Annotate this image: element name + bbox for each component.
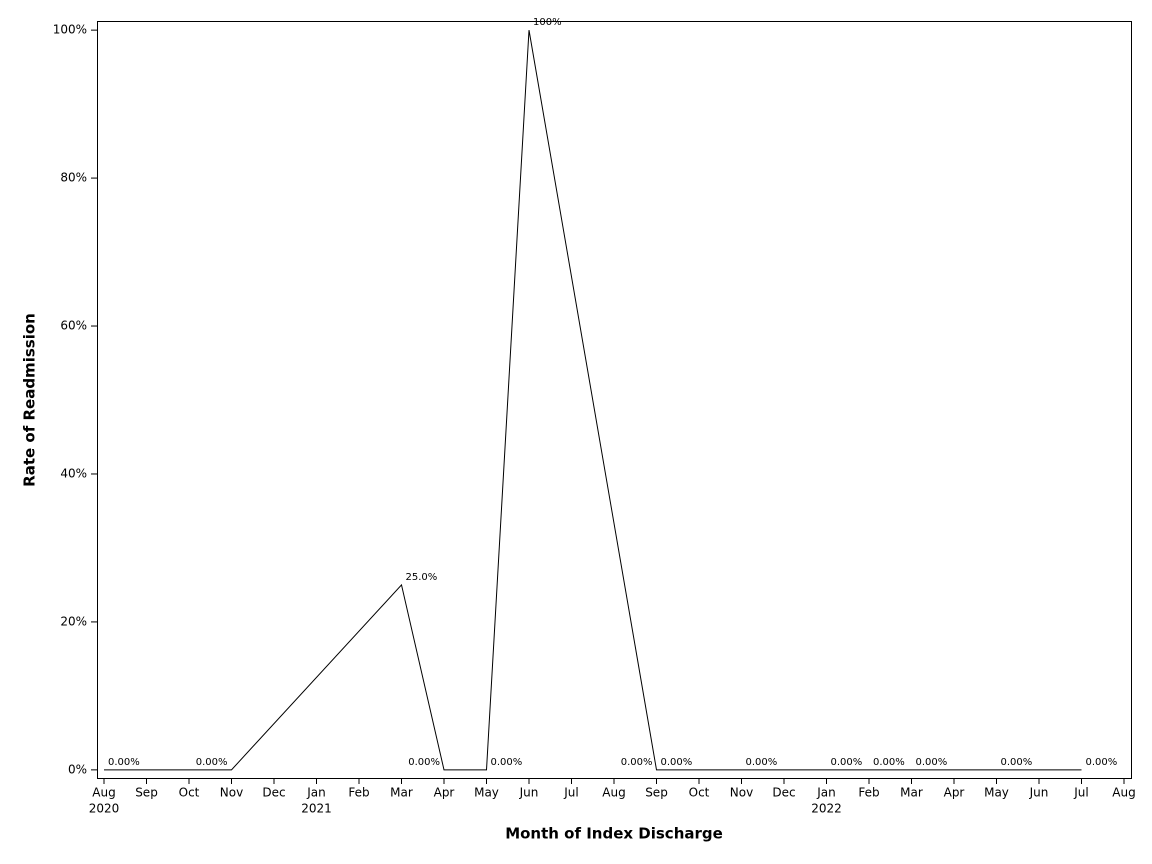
- x-tick-label: Sep: [645, 786, 668, 800]
- x-tick-label: May: [474, 786, 499, 800]
- y-tick-label: 60%: [60, 319, 87, 333]
- value-label: 0.00%: [1001, 757, 1033, 768]
- x-tick-label: Jul: [563, 786, 578, 800]
- x-tick-label: Apr: [434, 786, 455, 800]
- x-tick-label: Aug: [1112, 786, 1135, 800]
- x-tick-label: Feb: [858, 786, 879, 800]
- x-tick-label: Aug: [92, 786, 115, 800]
- y-tick-label: 20%: [60, 614, 87, 628]
- value-label: 0.00%: [916, 757, 948, 768]
- value-label: 0.00%: [661, 757, 693, 768]
- value-label: 100%: [533, 17, 562, 28]
- x-tick-label: Oct: [179, 786, 200, 800]
- value-label: 0.00%: [408, 757, 440, 768]
- y-axis-title: Rate of Readmission: [21, 313, 39, 487]
- x-tick-label: Jan: [816, 786, 836, 800]
- plot-frame: [97, 21, 1132, 779]
- y-tick-label: 80%: [60, 171, 87, 185]
- x-tick-label: Jan: [306, 786, 326, 800]
- value-label: 0.00%: [196, 757, 228, 768]
- x-year-label: 2022: [811, 802, 842, 816]
- x-year-label: 2020: [89, 802, 120, 816]
- value-label: 0.00%: [621, 757, 653, 768]
- x-tick-label: Feb: [348, 786, 369, 800]
- data-line: [104, 30, 1082, 771]
- value-label: 0.00%: [1086, 757, 1118, 768]
- value-label: 0.00%: [491, 757, 523, 768]
- x-tick-label: Mar: [390, 786, 413, 800]
- x-tick-label: Nov: [220, 786, 243, 800]
- x-tick-label: Mar: [900, 786, 923, 800]
- x-tick-label: Oct: [689, 786, 710, 800]
- x-tick-label: Nov: [730, 786, 753, 800]
- x-tick-label: Jul: [1073, 786, 1088, 800]
- value-label: 0.00%: [873, 757, 905, 768]
- x-tick-label: Jun: [1029, 786, 1049, 800]
- x-tick-label: Apr: [944, 786, 965, 800]
- x-tick-label: Jun: [519, 786, 539, 800]
- x-tick-label: Dec: [772, 786, 795, 800]
- value-label: 0.00%: [108, 757, 140, 768]
- y-tick-label: 100%: [53, 23, 87, 37]
- y-tick-label: 0%: [68, 762, 87, 776]
- x-axis-title: Month of Index Discharge: [505, 825, 723, 843]
- x-tick-label: May: [984, 786, 1009, 800]
- x-tick-label: Dec: [262, 786, 285, 800]
- value-label: 0.00%: [746, 757, 778, 768]
- x-tick-label: Sep: [135, 786, 158, 800]
- x-year-label: 2021: [301, 802, 332, 816]
- value-label: 25.0%: [406, 572, 438, 583]
- x-tick-label: Aug: [602, 786, 625, 800]
- value-label: 0.00%: [831, 757, 863, 768]
- y-tick-label: 40%: [60, 466, 87, 480]
